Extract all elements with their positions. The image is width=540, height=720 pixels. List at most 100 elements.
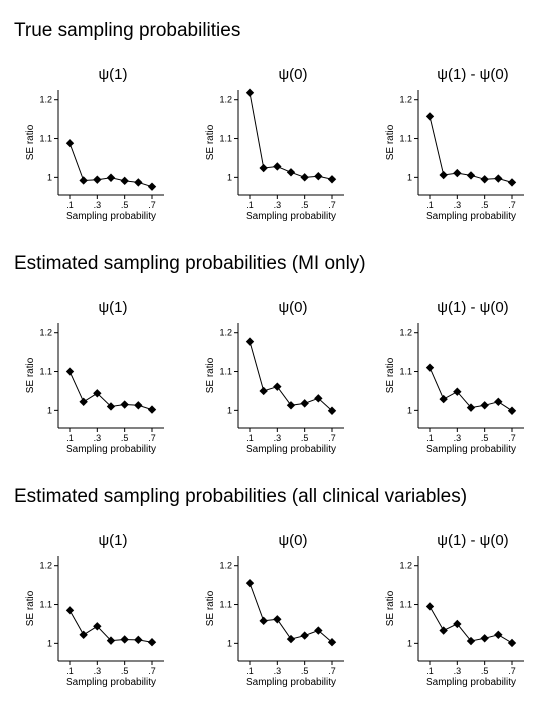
data-point — [259, 163, 268, 173]
x-tick-label: .1 — [426, 433, 434, 443]
x-axis-label: Sampling probability — [426, 211, 516, 222]
y-axis-label: SE ratio — [25, 357, 36, 393]
data-point — [106, 402, 116, 411]
y-tick-label: 1.1 — [39, 134, 52, 144]
y-tick-label: 1.1 — [399, 134, 412, 144]
x-tick-label: .3 — [94, 433, 102, 443]
data-point — [273, 615, 282, 624]
data-point — [286, 401, 296, 410]
x-axis-label: Sampling probability — [246, 677, 336, 688]
x-tick-label: .7 — [508, 433, 516, 443]
y-tick-label: 1.2 — [399, 328, 412, 338]
x-tick-label: .7 — [328, 200, 336, 210]
data-point — [93, 175, 102, 184]
data-point — [480, 401, 489, 410]
x-tick-label: .7 — [148, 666, 156, 676]
y-tick-label: 1 — [227, 638, 232, 648]
chart-title: ψ(1) - ψ(0) — [437, 532, 508, 549]
data-point — [106, 173, 116, 182]
x-tick-label: .3 — [454, 200, 462, 210]
y-axis-label: SE ratio — [25, 590, 36, 626]
data-point — [327, 406, 337, 415]
data-point — [327, 637, 337, 647]
x-axis-label: Sampling probability — [66, 444, 156, 455]
data-point — [480, 634, 489, 643]
data-point — [79, 176, 88, 185]
x-axis-label: Sampling probability — [426, 444, 516, 455]
y-tick-label: 1.2 — [39, 95, 52, 105]
x-tick-label: .3 — [274, 200, 282, 210]
data-point — [147, 182, 157, 191]
data-point — [300, 173, 309, 182]
data-point — [286, 168, 296, 177]
x-axis-label: Sampling probability — [246, 211, 336, 222]
x-tick-label: .5 — [121, 433, 129, 443]
chart-title: ψ(1) - ψ(0) — [437, 299, 508, 316]
data-point — [453, 387, 462, 396]
data-point — [120, 176, 129, 186]
chart-title: ψ(1) - ψ(0) — [437, 66, 508, 83]
y-tick-label: 1.2 — [219, 95, 232, 105]
y-tick-label: 1.2 — [219, 561, 232, 571]
x-tick-label: .1 — [66, 433, 74, 443]
data-point — [245, 578, 255, 588]
y-tick-label: 1 — [407, 638, 412, 648]
chart-title: ψ(1) — [98, 66, 127, 83]
x-tick-label: .3 — [274, 666, 282, 676]
y-tick-label: 1.1 — [399, 367, 412, 377]
x-axis-label: Sampling probability — [246, 444, 336, 455]
data-point — [466, 171, 476, 180]
data-point — [300, 631, 309, 640]
y-tick-label: 1 — [47, 172, 52, 182]
x-tick-label: .5 — [301, 666, 309, 676]
data-point — [273, 162, 282, 171]
y-tick-label: 1.2 — [39, 328, 52, 338]
data-point — [65, 138, 75, 148]
section-title-mi-only: Estimated sampling probabilities (MI onl… — [14, 253, 366, 274]
y-tick-label: 1 — [227, 405, 232, 415]
x-tick-label: .1 — [66, 200, 74, 210]
data-point — [65, 367, 75, 376]
data-point — [507, 406, 517, 415]
x-tick-label: .1 — [426, 666, 434, 676]
x-tick-label: .5 — [121, 200, 129, 210]
y-tick-label: 1 — [407, 172, 412, 182]
data-point — [147, 405, 157, 414]
x-tick-label: .7 — [508, 666, 516, 676]
data-point — [134, 401, 143, 410]
data-point — [425, 363, 435, 372]
data-point — [147, 637, 157, 647]
x-tick-label: .1 — [246, 433, 254, 443]
y-axis-label: SE ratio — [25, 124, 36, 160]
y-tick-label: 1.2 — [399, 561, 412, 571]
data-point — [79, 397, 88, 407]
data-point — [466, 403, 476, 412]
data-point — [120, 635, 129, 644]
data-point — [327, 175, 337, 184]
y-tick-label: 1 — [407, 405, 412, 415]
y-tick-label: 1 — [227, 172, 232, 182]
x-tick-label: .3 — [94, 200, 102, 210]
x-tick-label: .5 — [301, 200, 309, 210]
data-point — [245, 88, 255, 97]
data-point — [439, 394, 448, 404]
x-tick-label: .1 — [246, 200, 254, 210]
y-tick-label: 1.1 — [399, 600, 412, 610]
data-point — [480, 175, 489, 184]
data-point — [494, 630, 503, 640]
x-tick-label: .5 — [121, 666, 129, 676]
data-point — [453, 168, 462, 178]
x-tick-label: .3 — [94, 666, 102, 676]
data-point — [300, 399, 309, 408]
x-axis-label: Sampling probability — [66, 211, 156, 222]
data-point — [93, 389, 102, 398]
data-point — [494, 174, 503, 183]
x-tick-label: .1 — [246, 666, 254, 676]
y-tick-label: 1.1 — [219, 367, 232, 377]
y-tick-label: 1.1 — [219, 600, 232, 610]
